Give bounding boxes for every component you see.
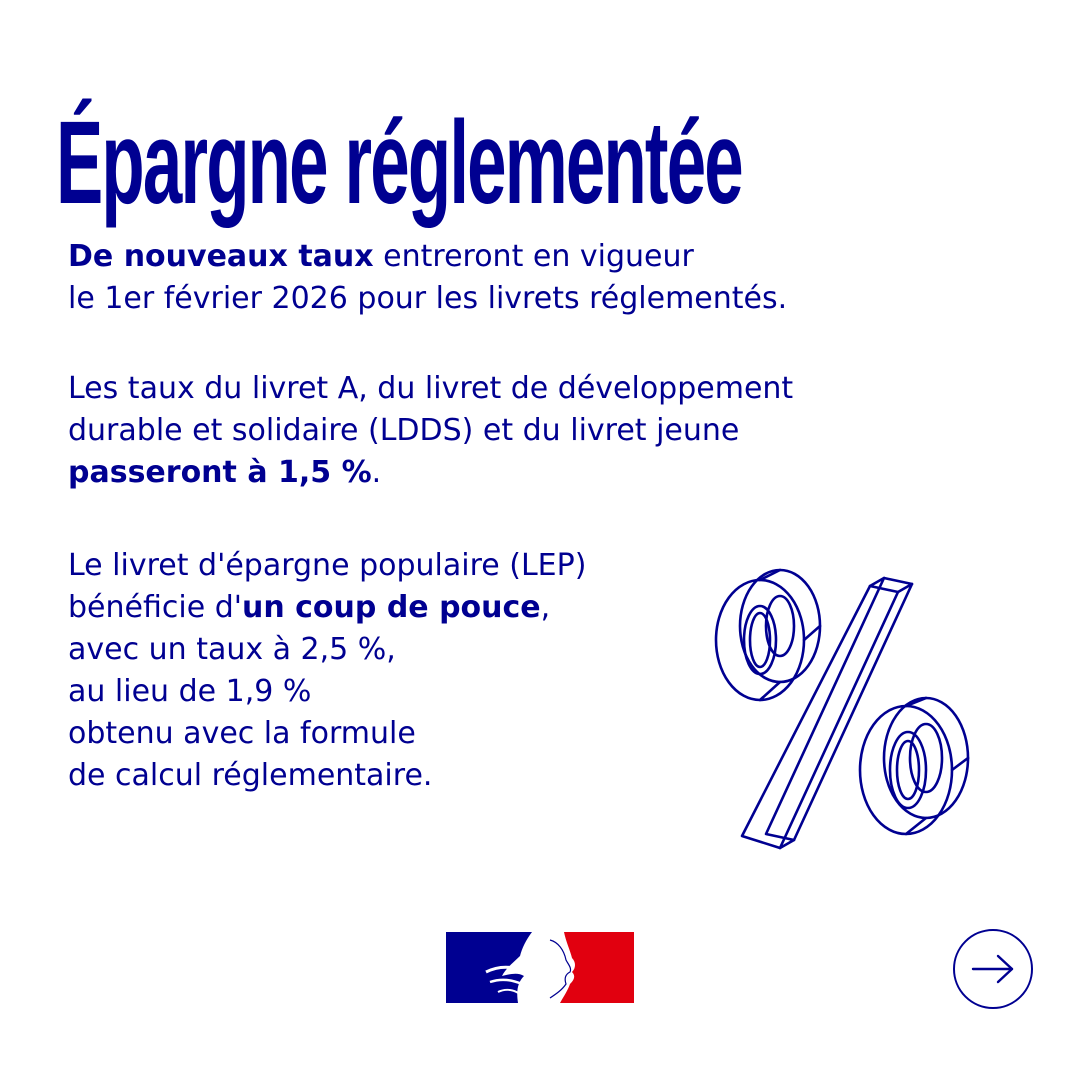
lep-line-2-post: , (540, 590, 551, 625)
rates-end: . (371, 455, 382, 490)
lep-line-5: obtenu avec la formule (68, 716, 416, 751)
marianne-logo (446, 932, 634, 1003)
lep-line-1: Le livret d'épargne populaire (LEP) (68, 548, 587, 583)
lep-line-2: bénéficie d'un coup de pouce, (68, 587, 586, 629)
intro-rest: entreront en vigueur (373, 239, 694, 274)
lep-line-3: avec un taux à 2,5 %, (68, 632, 396, 667)
lep-line-6: de calcul réglementaire. (68, 758, 433, 793)
next-button[interactable] (953, 929, 1033, 1009)
rates-line-2: durable et solidaire (LDDS) et du livret… (68, 413, 740, 448)
page-title: Épargne réglementée (56, 97, 744, 229)
intro-bold: De nouveaux taux (68, 239, 374, 274)
intro-line-1: De nouveaux taux entreront en vigueur (68, 236, 787, 278)
rates-line-3: passeront à 1,5 %. (68, 452, 793, 494)
intro-paragraph: De nouveaux taux entreront en vigueur le… (68, 236, 787, 320)
lep-paragraph: Le livret d'épargne populaire (LEP) béné… (68, 545, 586, 797)
intro-line-2: le 1er février 2026 pour les livrets rég… (68, 281, 788, 316)
lep-bold: un coup de pouce (241, 590, 541, 625)
arrow-right-icon (971, 954, 1014, 984)
rates-bold: passeront à 1,5 % (68, 455, 372, 490)
lep-line-2-pre: bénéficie d' (68, 590, 242, 625)
lep-line-4: au lieu de 1,9 % (68, 674, 312, 709)
rates-paragraph: Les taux du livret A, du livret de dével… (68, 368, 793, 494)
percent-icon (714, 568, 970, 850)
rates-line-1: Les taux du livret A, du livret de dével… (68, 371, 794, 406)
